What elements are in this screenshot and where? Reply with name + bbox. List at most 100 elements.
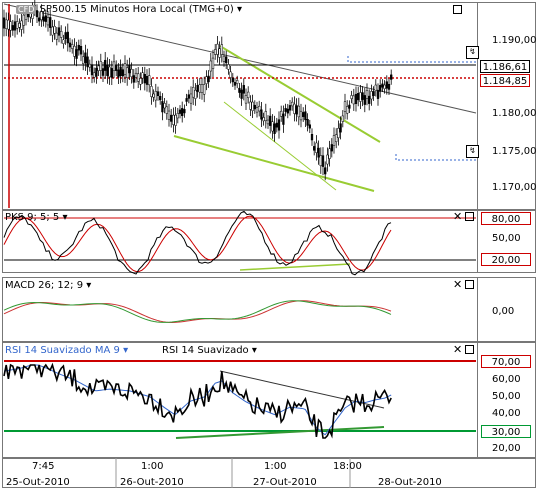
candle-body — [183, 109, 186, 114]
stochastic-close-icon[interactable]: ✕ — [453, 210, 463, 223]
rsi-close-icon[interactable]: ✕ — [453, 343, 463, 356]
macd-label[interactable]: MACD 26; 12; 9 ▾ — [5, 280, 91, 291]
stoch-signal-line — [3, 215, 392, 273]
candle-body — [106, 65, 109, 76]
dropdown-arrow-icon[interactable]: ▾ — [86, 280, 92, 291]
candle-body — [225, 56, 228, 64]
candle-body — [126, 67, 129, 79]
candle-body — [132, 75, 135, 83]
macd-maximize-icon[interactable] — [465, 280, 474, 291]
candle-body — [141, 72, 144, 79]
candle-body — [88, 63, 91, 68]
candle-body — [198, 84, 201, 93]
time-label: 7:45 — [32, 461, 55, 472]
candle-body — [62, 39, 65, 44]
candle-body — [321, 155, 325, 167]
dropdown-arrow-icon[interactable]: ▾ — [236, 4, 243, 15]
candle-body — [185, 98, 188, 102]
trendline-green-upper — [219, 45, 381, 143]
candle-body — [280, 110, 283, 117]
candle-body — [161, 101, 164, 113]
candle-body — [104, 59, 107, 71]
macd-pane[interactable] — [2, 277, 478, 342]
stoch-level-low: 20,00 — [481, 253, 531, 266]
candle-body — [86, 56, 89, 68]
candle-body — [229, 71, 232, 78]
macd-axis[interactable] — [478, 277, 536, 342]
cfd-logo: CFD — [16, 5, 37, 14]
candle-body — [343, 101, 347, 112]
candle-body — [352, 95, 355, 105]
rsi-tick: 20,00 — [492, 443, 521, 454]
time-label: 1:00 — [264, 461, 287, 472]
candle-body — [359, 92, 362, 102]
dropdown-arrow-icon[interactable]: ▾ — [123, 345, 129, 356]
candle-body — [112, 61, 116, 71]
candle-body — [139, 78, 142, 85]
candle-body — [297, 105, 300, 118]
alert-icon-upper[interactable]: ↯ — [466, 46, 479, 59]
time-label: 1:00 — [141, 461, 164, 472]
candle-body — [5, 19, 8, 29]
candle-body — [130, 69, 133, 77]
candle-body — [57, 27, 61, 36]
candle-body — [143, 74, 146, 84]
candle-body — [134, 72, 138, 78]
candle-body — [317, 147, 320, 158]
candle-body — [220, 44, 223, 55]
candle-body — [108, 66, 111, 78]
date-label: 26-Out-2010 — [120, 477, 184, 488]
candle-body — [361, 92, 364, 100]
candle-body — [260, 109, 263, 120]
candle-body — [73, 46, 76, 57]
price-axis[interactable] — [478, 2, 536, 210]
candle-body — [49, 17, 52, 28]
stoch-main-line — [3, 210, 392, 276]
candle-body — [71, 44, 74, 49]
price-pane[interactable] — [2, 2, 478, 210]
candle-body — [337, 127, 340, 139]
rsi-label-1[interactable]: RSI 14 Suavizado MA 9 ▾ — [5, 345, 128, 356]
candle-body — [119, 66, 122, 77]
candle-body — [209, 60, 212, 72]
main-title-bar[interactable]: CFD SP500.15 Minutos Hora Local (TMG+0) … — [16, 4, 242, 15]
candle-body — [128, 64, 131, 74]
candle-body — [200, 84, 204, 93]
candle-body — [284, 108, 287, 112]
dropdown-arrow-icon[interactable]: ▾ — [251, 345, 257, 356]
candle-body — [13, 21, 17, 31]
candle-body — [251, 101, 254, 111]
price-tag-upper: 1.186,61 — [480, 60, 530, 73]
candle-body — [176, 113, 179, 119]
price-tag-current: 1.184,85 — [480, 74, 530, 87]
candle-body — [302, 112, 305, 117]
time-axis — [2, 458, 536, 488]
stoch-level-high: 80,00 — [481, 212, 531, 225]
main-maximize-icon[interactable] — [453, 5, 462, 16]
candle-body — [368, 95, 371, 104]
candle-body — [255, 107, 259, 113]
stochastic-maximize-icon[interactable] — [465, 212, 474, 223]
rsi-label-2[interactable]: RSI 14 Suavizado ▾ — [162, 345, 257, 356]
candle-body — [335, 134, 338, 142]
stochastic-label[interactable]: PKS 9; 5; 5 ▾ — [5, 212, 68, 223]
candle-body — [341, 115, 344, 122]
candle-body — [60, 31, 63, 38]
candle-body — [66, 31, 69, 44]
trendline-green-lower — [173, 135, 375, 192]
dropdown-arrow-icon[interactable]: ▾ — [62, 212, 68, 223]
stochastic-title: PKS 9; 5; 5 — [5, 212, 60, 223]
candle-body — [222, 55, 226, 62]
candle-body — [110, 68, 113, 78]
candle-body — [181, 108, 184, 117]
stochastic-pane[interactable] — [2, 210, 478, 273]
rsi-maximize-icon[interactable] — [465, 345, 474, 356]
macd-close-icon[interactable]: ✕ — [453, 278, 463, 291]
candle-body — [64, 32, 67, 40]
alert-icon-lower[interactable]: ↯ — [466, 145, 479, 158]
candle-body — [44, 15, 47, 22]
candle-body — [233, 82, 237, 86]
candle-body — [286, 108, 289, 114]
date-label: 27-Out-2010 — [253, 477, 317, 488]
candle-body — [16, 21, 19, 29]
